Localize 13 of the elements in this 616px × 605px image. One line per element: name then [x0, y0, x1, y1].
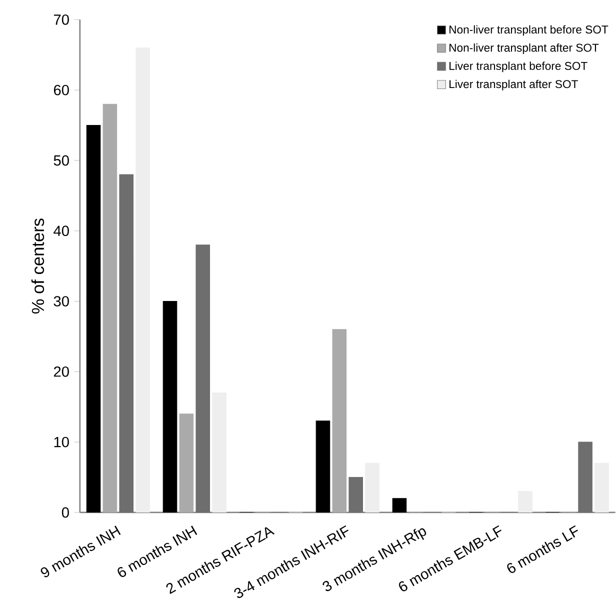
y-tick-label: 30 — [54, 296, 69, 306]
legend-label: Liver transplant before SOT — [450, 61, 588, 72]
y-tick-label: 40 — [54, 225, 69, 236]
legend-label: Non-liver transplant before SOT — [450, 25, 608, 36]
y-tick-label: 70 — [54, 14, 69, 25]
legend-label: Liver transplant after SOT — [450, 80, 578, 90]
y-tick-label: 0 — [62, 507, 69, 518]
y-tick-label: 50 — [54, 155, 69, 166]
y-tick-label: 60 — [54, 84, 69, 96]
legend-label: Non-liver transplant after SOT — [450, 43, 599, 54]
y-tick-label: 10 — [54, 436, 69, 447]
y-tick-label: 20 — [54, 366, 69, 377]
y-axis-title: % of centers — [31, 218, 44, 314]
